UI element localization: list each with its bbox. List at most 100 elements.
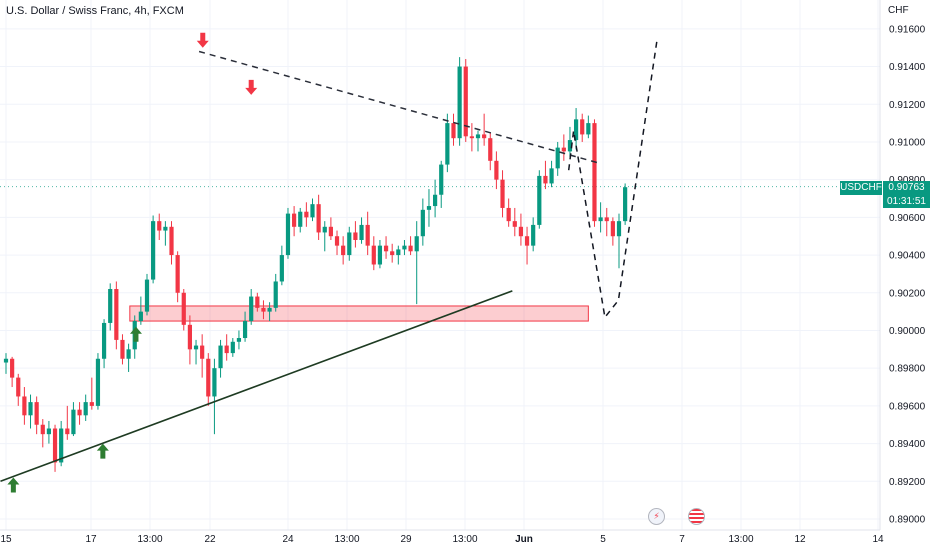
candle[interactable] [3,353,9,374]
candle[interactable] [298,207,303,233]
candle[interactable] [249,289,254,325]
candle[interactable] [396,245,401,265]
candle[interactable] [604,207,609,237]
candle[interactable] [120,334,125,365]
candle[interactable] [114,281,119,350]
candle[interactable] [89,377,94,410]
candle[interactable] [390,243,395,263]
candle[interactable] [34,396,39,435]
candle[interactable] [341,236,346,265]
candle[interactable] [144,273,150,316]
lightning-icon[interactable]: ⚡ [648,508,665,525]
candle[interactable] [463,59,468,142]
candle[interactable] [365,211,370,256]
candle[interactable] [402,239,407,256]
candle[interactable] [316,194,321,240]
candle[interactable] [218,339,223,378]
candle-layer[interactable] [3,57,628,472]
candle[interactable] [310,198,315,222]
candle[interactable] [65,405,70,440]
candle[interactable] [52,424,58,472]
candle[interactable] [359,217,364,244]
candle[interactable] [623,183,628,225]
candle[interactable] [95,353,101,410]
candle[interactable] [71,402,76,437]
us-flag-icon[interactable] [688,508,705,525]
candle[interactable] [512,207,517,237]
candle[interactable] [334,230,340,256]
candle[interactable] [16,373,21,406]
candle[interactable] [457,57,462,146]
candle[interactable] [426,189,432,227]
candle[interactable] [236,330,242,350]
candle[interactable] [555,141,560,176]
candle[interactable] [567,126,573,158]
candle[interactable] [506,198,511,227]
candle[interactable] [267,302,272,322]
candle[interactable] [22,387,27,425]
candle[interactable] [175,251,180,303]
candle[interactable] [439,160,444,208]
candle[interactable] [543,160,548,190]
candle[interactable] [561,134,566,161]
candle[interactable] [108,283,113,331]
candle[interactable] [580,113,585,142]
candle[interactable] [242,311,248,342]
candle[interactable] [224,334,229,361]
candle[interactable] [451,113,456,146]
candle[interactable] [592,119,597,227]
candle[interactable] [101,319,107,369]
candle[interactable] [475,130,481,152]
candle[interactable] [549,160,554,188]
candle[interactable] [200,334,205,378]
candle[interactable] [518,213,524,246]
candle[interactable] [383,236,389,259]
candle[interactable] [273,273,278,312]
candle[interactable] [408,236,413,256]
candle[interactable] [28,394,33,429]
candle[interactable] [206,353,211,406]
candle[interactable] [598,202,603,233]
candle[interactable] [414,221,419,305]
candle[interactable] [157,213,162,240]
candle[interactable] [126,343,131,372]
candle[interactable] [420,198,425,246]
candle[interactable] [531,217,536,252]
candle[interactable] [304,202,309,227]
candle[interactable] [494,151,499,190]
candle[interactable] [212,358,217,435]
candle[interactable] [482,113,487,146]
candle[interactable] [500,170,505,218]
candle[interactable] [230,338,235,357]
candle[interactable] [353,221,358,248]
candle[interactable] [151,215,156,284]
candle[interactable] [328,217,333,240]
candle[interactable] [181,289,186,331]
candle[interactable] [377,239,383,269]
candle[interactable] [292,206,297,237]
symbol-badge[interactable]: USDCHF [840,181,882,195]
candle[interactable] [610,217,615,246]
candle[interactable] [322,221,327,252]
candle[interactable] [616,213,622,269]
candle[interactable] [524,226,530,265]
candle[interactable] [279,245,284,286]
candle[interactable] [193,339,199,365]
candle[interactable] [46,420,52,444]
candle[interactable] [586,115,591,139]
candle[interactable] [261,300,266,320]
candle[interactable] [40,419,45,448]
candle[interactable] [469,123,474,152]
candle[interactable] [537,170,542,229]
candle[interactable] [10,356,15,388]
candle[interactable] [433,179,438,218]
candle[interactable] [163,221,168,246]
candle[interactable] [255,292,260,312]
candle[interactable] [573,108,579,150]
candle[interactable] [371,236,376,271]
candle[interactable] [169,221,174,265]
candle[interactable] [83,394,88,421]
candle[interactable] [187,315,192,365]
candle[interactable] [445,113,450,173]
